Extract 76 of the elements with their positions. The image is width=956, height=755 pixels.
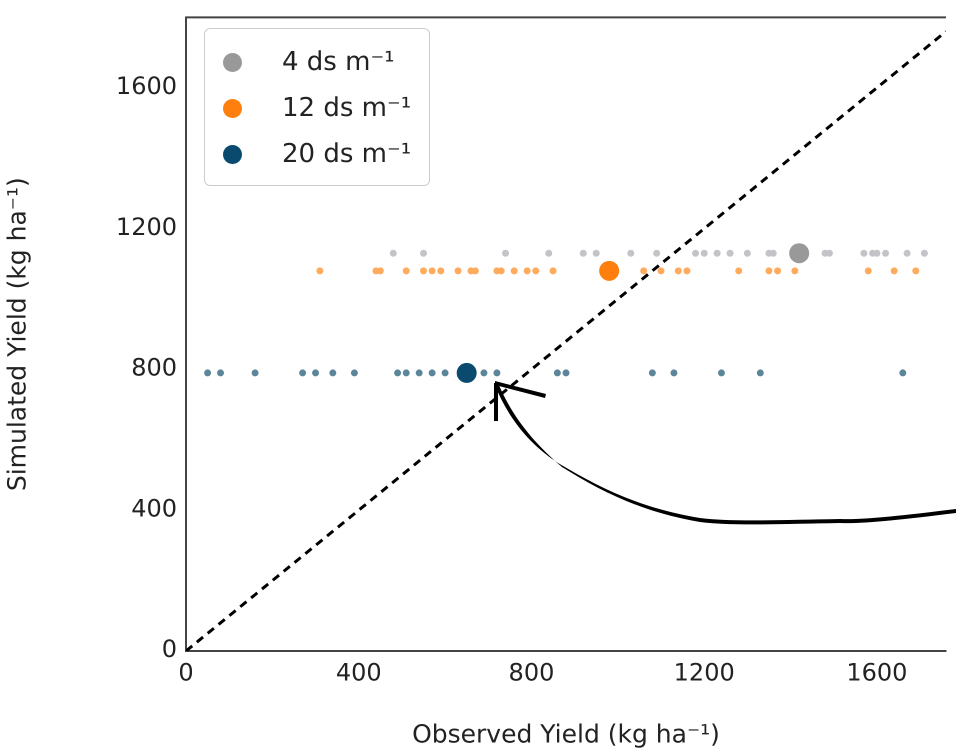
point xyxy=(428,369,436,376)
y-tick-label: 800 xyxy=(131,354,177,382)
point xyxy=(217,369,224,376)
point xyxy=(658,267,664,274)
point xyxy=(562,369,570,376)
point xyxy=(350,369,358,376)
x-tick-label: 800 xyxy=(508,658,554,687)
point xyxy=(912,267,920,274)
point xyxy=(774,267,782,274)
point xyxy=(670,369,678,376)
point xyxy=(420,250,427,257)
point xyxy=(456,362,477,383)
point xyxy=(545,250,552,257)
point xyxy=(394,369,402,376)
y-tick-label: 400 xyxy=(131,494,177,522)
point xyxy=(864,267,872,274)
y-tick-label: 1600 xyxy=(116,72,177,100)
x-axis-title: Observed Yield (kg ha⁻¹) xyxy=(412,720,720,748)
point xyxy=(653,250,660,257)
point xyxy=(791,267,798,274)
point xyxy=(550,267,557,274)
point xyxy=(718,369,725,376)
point xyxy=(524,267,531,274)
point xyxy=(920,250,928,257)
point xyxy=(454,267,462,274)
y-tick-label: 1200 xyxy=(116,212,177,241)
x-tick-label: 400 xyxy=(336,658,382,687)
point xyxy=(904,250,911,257)
x-tick-label: 1200 xyxy=(674,658,735,687)
point xyxy=(554,369,561,376)
point xyxy=(420,267,427,274)
point xyxy=(899,369,906,376)
point xyxy=(390,250,397,257)
point xyxy=(428,267,436,274)
point xyxy=(692,250,700,257)
point xyxy=(744,250,751,257)
point xyxy=(860,250,868,257)
point xyxy=(442,369,449,376)
point xyxy=(252,369,259,376)
point xyxy=(890,267,898,274)
y-tick-label: 0 xyxy=(162,635,177,664)
point xyxy=(735,267,742,274)
point xyxy=(726,250,734,257)
point xyxy=(480,369,488,376)
point xyxy=(510,267,518,274)
point xyxy=(580,250,587,257)
legend-label: 12 ds m⁻¹ xyxy=(282,93,412,123)
legend-label: 4 ds m⁻¹ xyxy=(282,47,395,77)
x-tick-label: 1600 xyxy=(846,658,908,687)
point xyxy=(312,369,320,376)
point xyxy=(714,250,721,257)
point xyxy=(683,267,690,274)
point xyxy=(402,369,410,376)
point xyxy=(316,267,324,274)
point xyxy=(416,369,423,376)
y-axis-title: Simulated Yield (kg ha⁻¹) xyxy=(2,177,32,492)
point xyxy=(674,267,682,274)
point xyxy=(437,267,444,274)
point xyxy=(882,250,890,257)
point xyxy=(204,369,212,376)
point xyxy=(640,267,648,274)
point xyxy=(532,267,540,274)
point xyxy=(502,250,510,257)
legend-label: 20 ds m⁻¹ xyxy=(282,139,412,169)
point xyxy=(765,267,772,274)
point xyxy=(648,369,656,376)
point xyxy=(700,250,708,257)
point xyxy=(329,369,336,376)
point xyxy=(627,250,634,257)
point xyxy=(402,267,410,274)
point xyxy=(789,243,810,264)
point xyxy=(599,260,620,281)
point xyxy=(592,250,600,257)
point xyxy=(493,369,500,376)
point xyxy=(299,369,306,376)
point xyxy=(756,369,764,376)
